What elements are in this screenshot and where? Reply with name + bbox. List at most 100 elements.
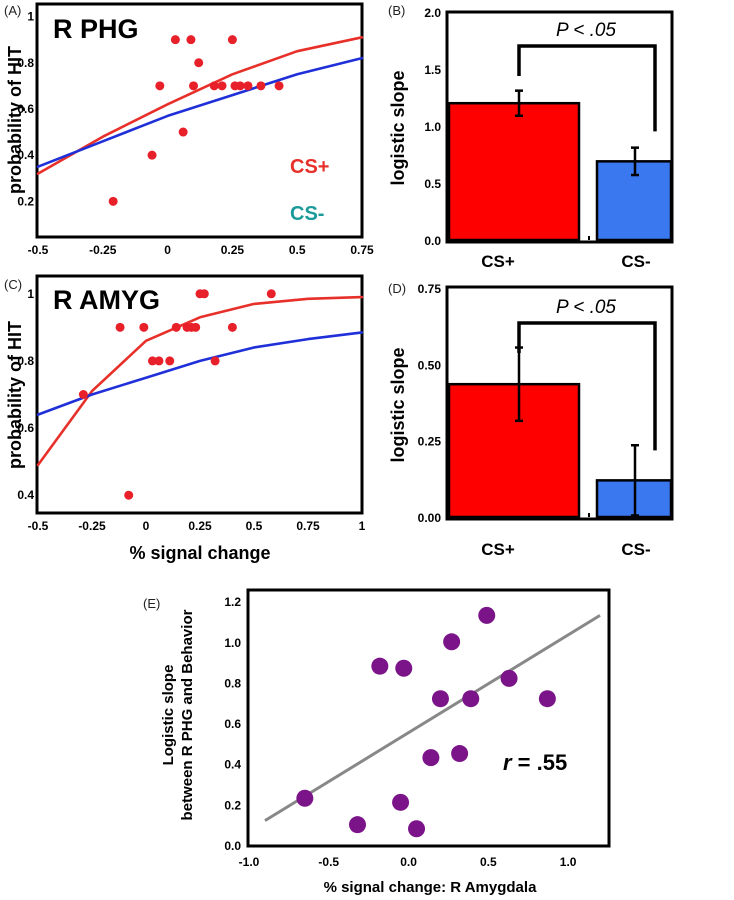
panel-e-data-point [462, 690, 480, 708]
panel-e-xtick-label: -0.5 [318, 855, 339, 869]
panel-a-data-point [155, 81, 165, 91]
panel-b-category-label: CS- [621, 252, 650, 271]
panel-e-data-point [422, 749, 440, 767]
panel-e-xtick-label: 0.5 [480, 855, 497, 869]
panel-e-ylabel-line2: between R PHG and Behavior [179, 609, 196, 820]
panel-b-significance-bracket [517, 44, 657, 132]
panel-c-data-point [227, 322, 237, 332]
panel-a-ylabel: probability of HIT [5, 46, 25, 194]
panel-c-ylabel: probability of HIT [5, 321, 25, 469]
panel-a-chart: R PHG probability of HIT CS+ CS- -0.5 -0.… [5, 2, 374, 257]
panel-e-xtick-label: 1.0 [560, 855, 577, 869]
panel-c-data-point [115, 322, 125, 332]
panel-a-data-point [186, 35, 196, 45]
panel-c-xtick-label: 0 [143, 519, 150, 533]
panel-e-data-point [348, 816, 366, 834]
panel-c-chart: R AMYG probability of HIT % signal chang… [5, 274, 366, 563]
panel-e-xtick-label: -1.0 [239, 855, 260, 869]
panel-e-data-point [451, 745, 469, 763]
panel-a-xtick-label: -0.25 [89, 243, 117, 257]
panel-e-data-point [392, 793, 410, 811]
panel-c-fit-line-csplus [36, 295, 364, 467]
panel-a-ytick-label: 0.6 [17, 102, 34, 116]
panel-c-data-point [266, 289, 276, 299]
panel-b-ylabel: logistic slope [388, 70, 408, 185]
panel-e-r-symbol: r [503, 750, 513, 775]
panel-e-frame [246, 588, 611, 848]
panel-b-ytick-label: 0.5 [424, 177, 441, 191]
panel-a-data-point [194, 58, 204, 68]
panel-a-fit-line-csplus [36, 35, 364, 175]
panel-a-data-point [227, 35, 237, 45]
panel-c-ytick-label: 0.6 [17, 421, 34, 435]
panel-a-ytick-label: 0.8 [17, 56, 34, 70]
panel-a-data-point [243, 81, 253, 91]
panel-b-ytick-label: 1.5 [424, 63, 441, 77]
panel-a-data-point [147, 150, 157, 160]
panel-c-ytick-label: 0.4 [17, 488, 34, 502]
panel-e-ylabel-line1: Logistic slope [160, 665, 177, 766]
panel-b-category-label: CS+ [481, 252, 515, 271]
panel-d-frame [445, 285, 674, 521]
panel-a-data-point [108, 196, 118, 206]
panel-b-ytick-label: 0.0 [424, 234, 441, 248]
panel-c-data-point [139, 322, 149, 332]
panel-a-data-point [209, 81, 219, 91]
panel-a-title: R PHG [53, 14, 139, 44]
panel-c-data-point [171, 322, 181, 332]
panel-c-title: R AMYG [53, 285, 160, 315]
panel-c-xtick-label: -0.25 [78, 519, 106, 533]
panel-d-ytick-label: 0.50 [418, 358, 442, 372]
panel-b-significance-label: P < .05 [556, 20, 616, 41]
panel-c-data-point [210, 356, 220, 366]
panel-a-xtick-label: 0.5 [289, 243, 306, 257]
panel-c-ytick-label: 1 [27, 287, 34, 301]
panel-c-xlabel: % signal change [129, 543, 270, 563]
panel-c-fit-line-csminus [36, 331, 364, 416]
panel-b-ytick-label: 1.0 [424, 120, 441, 134]
panel-d-ytick-label: 0.75 [418, 282, 442, 296]
panel-e-data-point [478, 606, 496, 624]
panel-a-xtick-label: 0.75 [350, 243, 374, 257]
panel-a-legend-csplus: CS+ [290, 156, 329, 178]
panel-a-data-point [256, 81, 266, 91]
panel-label-c: (C) [4, 277, 22, 292]
panel-a-xtick-label: 0 [164, 243, 171, 257]
panel-e-data-point [395, 659, 413, 677]
panel-e-data-point [443, 633, 461, 651]
panel-d-ytick-label: 0.00 [418, 511, 442, 525]
panel-a-data-point [170, 35, 180, 45]
panel-label-b: (B) [388, 3, 405, 18]
panel-label-d: (D) [388, 281, 406, 296]
panel-d-significance-label: P < .05 [556, 297, 616, 318]
panel-e-ytick-label: 1.0 [224, 636, 241, 650]
panel-c-xtick-label: 0.25 [188, 519, 212, 533]
panel-c-data-point [191, 322, 201, 332]
panel-c-data-point [124, 490, 134, 500]
panel-a-frame [35, 2, 364, 239]
panel-d-bar-csplus [447, 382, 581, 519]
panel-a-fit-line-csminus [36, 56, 364, 168]
panel-a-data-point [274, 81, 284, 91]
panel-e-data-point [296, 789, 314, 807]
panel-e-data-point [500, 669, 518, 687]
panel-e-xtick-label: 0.0 [400, 855, 417, 869]
panel-c-data-point [199, 289, 209, 299]
panel-a-ytick-label: 1 [27, 10, 34, 24]
panel-e-ytick-label: 0.0 [224, 839, 241, 853]
panel-e-chart: Logistic slope between R PHG and Behavio… [160, 588, 611, 896]
panel-e-data-point [538, 690, 556, 708]
panel-c-data-point [147, 356, 157, 366]
panel-c-data-point [165, 356, 175, 366]
panel-c-xtick-label: 0.5 [246, 519, 263, 533]
panel-d-ylabel: logistic slope [388, 347, 408, 462]
panel-e-ytick-label: 0.6 [224, 717, 241, 731]
panel-b-chart: logistic slope 0.0 0.5 1.0 1.5 2.0 CS+ CS- P < … [388, 6, 674, 271]
panel-e-data-point [371, 657, 389, 675]
panel-c-data-point [78, 390, 88, 399]
panel-c-ytick-label: 0.8 [17, 354, 34, 368]
panel-a-data-point [235, 81, 245, 91]
panel-d-category-label: CS- [621, 540, 650, 559]
panel-a-xtick-label: 0.25 [221, 243, 245, 257]
